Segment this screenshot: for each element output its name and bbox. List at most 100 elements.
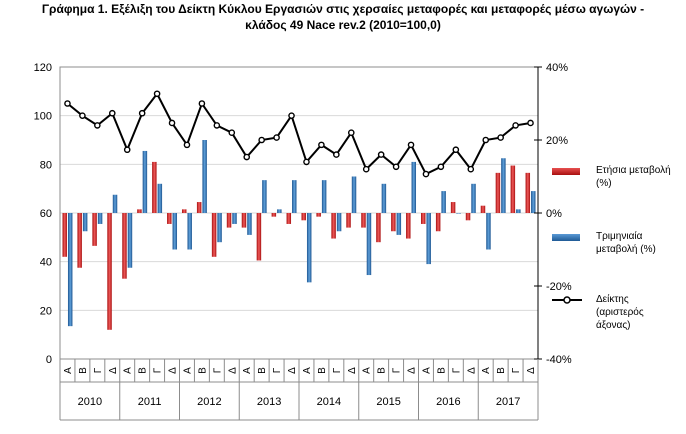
bar-quarterly xyxy=(232,213,237,224)
bar-annual xyxy=(137,209,142,213)
bar-quarterly xyxy=(336,213,342,232)
quarter-label: Γ xyxy=(511,367,522,373)
quarter-label: Β xyxy=(78,367,89,374)
bar-annual xyxy=(77,213,82,268)
right-tick-label: -20% xyxy=(546,281,572,293)
quarter-label: Α xyxy=(481,367,492,374)
bar-quarterly xyxy=(97,213,103,224)
legend-label-index: Δείκτης (αριστερός άξονας) xyxy=(596,294,644,331)
bar-annual xyxy=(316,213,321,217)
quarter-label: Δ xyxy=(407,367,418,374)
bar-quarterly xyxy=(531,191,536,213)
quarter-label: Β xyxy=(436,367,447,374)
index-point xyxy=(318,141,325,149)
quarter-label: Β xyxy=(257,367,268,374)
bar-quarterly xyxy=(187,213,192,250)
bar-quarterly xyxy=(321,180,327,213)
bar-annual xyxy=(152,161,157,213)
bar-quarterly xyxy=(366,213,372,276)
bar-annual xyxy=(480,205,486,213)
bar-quarterly xyxy=(67,213,73,327)
bar-annual xyxy=(196,202,202,213)
year-label: 2017 xyxy=(496,396,520,408)
bar-quarterly xyxy=(292,180,297,213)
quarter-label: Α xyxy=(362,367,373,374)
bar-quarterly xyxy=(82,213,88,232)
quarter-label: Α xyxy=(182,367,193,374)
legend-label-quarterly: Τριμηνιαία μεταβολή (%) xyxy=(596,231,656,255)
quarter-label: Δ xyxy=(347,367,358,374)
bar-annual xyxy=(465,213,471,221)
quarter-label: Γ xyxy=(93,367,104,373)
bar-annual xyxy=(420,213,426,224)
index-point xyxy=(138,109,146,117)
quarter-label: Δ xyxy=(287,367,298,374)
index-point xyxy=(392,163,400,171)
bar-annual xyxy=(361,213,366,228)
quarter-label: Δ xyxy=(526,367,537,374)
index-point xyxy=(527,119,534,127)
bar-quarterly xyxy=(202,140,207,213)
bar-quarterly xyxy=(217,213,222,243)
bar-annual xyxy=(167,213,172,224)
right-tick-label: 0% xyxy=(546,208,562,220)
legend-swatch-annual xyxy=(552,168,580,175)
bar-annual xyxy=(181,209,187,213)
bar-quarterly xyxy=(516,209,521,213)
quarter-label: Δ xyxy=(108,367,119,374)
quarter-label: Γ xyxy=(153,367,164,373)
bar-annual xyxy=(271,213,277,217)
quarter-label: Δ xyxy=(168,367,179,374)
bar-quarterly xyxy=(306,213,312,283)
quarter-label: Β xyxy=(496,367,507,374)
bar-annual xyxy=(286,213,292,224)
index-point xyxy=(258,136,265,144)
quarter-label: Β xyxy=(138,367,149,374)
index-point xyxy=(422,170,430,178)
bar-annual xyxy=(495,172,501,213)
bar-quarterly xyxy=(471,183,476,213)
left-tick-label: 100 xyxy=(34,111,52,123)
legend-swatch-quarterly xyxy=(552,234,580,241)
bar-annual xyxy=(256,213,262,261)
quarter-label: Α xyxy=(302,367,313,374)
bar-quarterly xyxy=(172,213,178,250)
year-label: 2014 xyxy=(317,396,341,408)
bar-quarterly xyxy=(351,176,357,213)
index-line-group xyxy=(64,90,534,178)
index-point xyxy=(482,136,490,144)
bar-quarterly xyxy=(441,191,446,213)
left-tick-label: 20 xyxy=(40,305,52,317)
bar-annual xyxy=(450,202,456,213)
bar-annual xyxy=(331,213,336,239)
index-point xyxy=(123,146,131,154)
year-label: 2016 xyxy=(436,396,460,408)
year-label: 2012 xyxy=(197,396,221,408)
index-point xyxy=(213,122,221,129)
bar-annual xyxy=(406,213,411,239)
right-tick-label: 20% xyxy=(546,135,568,147)
quarter-label: Γ xyxy=(332,367,343,373)
year-label: 2010 xyxy=(78,396,102,408)
quarter-label: Α xyxy=(123,367,134,374)
bar-quarterly xyxy=(277,209,282,213)
legend-line-marker xyxy=(552,296,582,304)
quarter-label: Α xyxy=(63,367,74,374)
index-point xyxy=(243,153,251,161)
bar-annual xyxy=(525,172,531,213)
quarter-label: Β xyxy=(197,367,208,374)
chart-subtitle: κλάδος 49 Nace rev.2 (2010=100,0) xyxy=(245,18,441,32)
index-point xyxy=(347,129,355,136)
index-point xyxy=(288,112,295,119)
index-point xyxy=(64,100,71,107)
bars-group xyxy=(62,140,536,330)
bar-annual xyxy=(107,213,112,330)
index-point xyxy=(168,119,176,127)
index-point xyxy=(153,90,161,98)
index-point xyxy=(497,134,504,141)
bar-annual xyxy=(92,213,97,246)
bar-quarterly xyxy=(486,213,491,250)
bar-quarterly xyxy=(501,158,506,213)
index-point xyxy=(377,151,385,158)
